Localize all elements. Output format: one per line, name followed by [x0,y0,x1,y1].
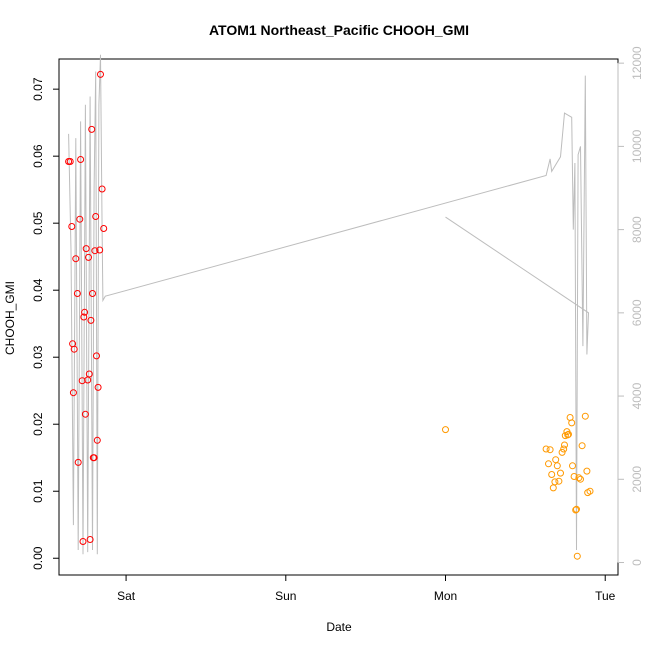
right-y-axis: 0 2000 4000 6000 8000 10000 12000 [617,46,644,566]
data-point-series-2 [545,460,552,468]
data-point-series-1 [97,70,104,78]
data-point-series-2 [568,419,576,427]
x-axis-label: Date [326,620,352,634]
data-point-series-1 [86,536,94,543]
data-point-series-1 [66,158,74,165]
data-point-series-2 [573,505,580,513]
data-point-series-1 [98,185,106,193]
right-y-tick-label: 12000 [630,46,644,80]
y-tick-label: 0.02 [31,412,45,436]
data-point-series-2 [578,442,586,450]
data-point-series-1 [76,215,84,223]
data-point-series-2 [548,471,556,478]
data-point-series-1 [72,255,80,263]
data-point-series-2 [553,462,561,470]
data-point-series-1 [93,436,101,444]
data-point-series-1 [96,246,104,254]
data-point-series-1 [68,223,76,230]
x-tick-label: Sat [117,589,136,603]
data-point-series-1 [85,370,93,378]
data-point-series-1 [70,345,78,353]
data-point-series-1 [74,458,82,466]
data-point-series-2 [573,552,581,560]
y-tick-label: 0.04 [31,278,45,302]
data-point-series-1 [82,245,90,253]
data-point-series-1 [92,213,100,220]
data-point-series-2 [583,467,591,475]
data-point-series-2 [586,487,594,495]
data-point-series-1 [69,389,77,397]
x-axis: Sat Sun Mon Tue [117,574,616,603]
data-point-series-1 [89,290,96,297]
data-point-series-1 [94,383,102,391]
right-y-tick-label: 0 [630,559,644,566]
data-point-series-1 [81,308,89,316]
data-point-series-1 [90,454,98,462]
data-point-series-2 [570,473,578,480]
altitude-track [68,54,590,555]
data-point-series-1 [87,316,95,324]
right-y-tick-label: 2000 [630,466,644,493]
plot-frame [58,58,619,576]
data-points [65,70,594,560]
data-point-series-2 [542,445,550,453]
data-point-series-2 [555,477,563,485]
data-point-series-2 [581,412,589,420]
data-point-series-1 [79,538,87,545]
data-point-series-1 [85,253,92,261]
data-point-series-2 [552,456,560,464]
data-point-series-2 [560,445,568,453]
x-tick-label: Sun [275,589,296,603]
data-point-series-1 [88,125,96,133]
x-tick-label: Mon [434,589,457,603]
data-point-series-1 [73,290,81,297]
y-tick-label: 0.00 [31,546,45,570]
data-point-series-1 [100,225,108,232]
data-point-series-2 [557,469,564,477]
right-y-tick-label: 6000 [630,299,644,326]
right-y-tick-label: 4000 [630,382,644,409]
data-point-series-2 [561,441,568,449]
y-tick-label: 0.01 [31,479,45,503]
data-point-series-2 [558,448,566,456]
altitude-line [68,54,590,555]
y-tick-label: 0.06 [31,144,45,168]
right-y-tick-label: 8000 [630,216,644,243]
y-tick-label: 0.05 [31,211,45,235]
data-point-series-2 [564,431,572,439]
data-point-series-2 [572,506,580,514]
chart-title: ATOM1 Northeast_Pacific CHOOH_GMI [209,22,469,38]
data-point-series-2 [569,462,576,470]
data-point-series-2 [442,426,449,434]
data-point-series-2 [565,430,572,438]
data-point-series-1 [80,313,88,321]
data-point-series-2 [575,474,583,482]
right-y-tick-label: 10000 [630,129,644,163]
data-point-series-2 [546,446,554,454]
y-tick-label: 0.07 [31,77,45,101]
data-point-series-1 [91,247,99,255]
data-point-series-2 [549,484,557,492]
y-axis-label: CHOOH_GMI [3,281,17,355]
data-point-series-1 [77,156,85,163]
data-point-series-2 [577,475,584,483]
y-tick-label: 0.03 [31,345,45,369]
data-point-series-1 [81,410,89,418]
data-point-series-1 [93,352,100,360]
x-tick-label: Tue [595,589,616,603]
y-axis: 0.00 0.01 0.02 0.03 0.04 0.05 0.06 0.07 [31,77,60,570]
data-point-series-2 [551,478,559,486]
